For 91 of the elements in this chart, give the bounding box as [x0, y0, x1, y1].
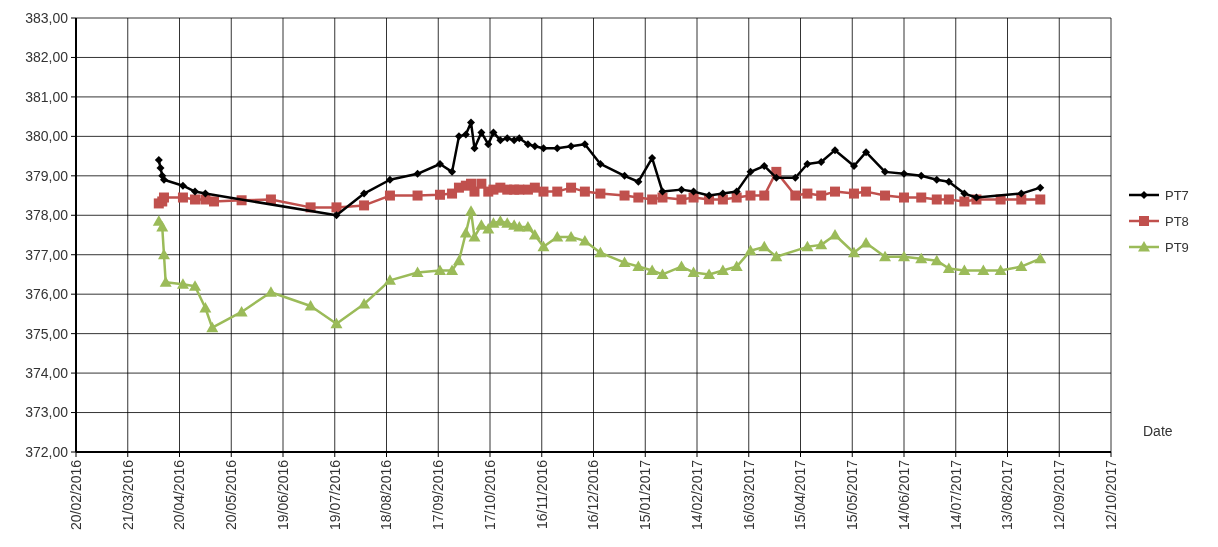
- legend-label: PT8: [1165, 213, 1189, 229]
- point: [677, 185, 686, 194]
- point: [831, 146, 839, 155]
- point: [360, 189, 369, 198]
- y-tick-label: 372,00: [25, 443, 69, 460]
- x-tick-label: 16/12/2016: [585, 459, 602, 531]
- point: [960, 189, 969, 198]
- point: [530, 142, 539, 151]
- point: [477, 128, 486, 137]
- point: [435, 159, 444, 168]
- point: [496, 136, 505, 145]
- x-tick-label: 18/08/2016: [378, 459, 395, 531]
- point: [332, 211, 341, 220]
- point: [567, 142, 576, 151]
- y-tick-label: 382,00: [25, 49, 69, 66]
- point: [862, 148, 871, 157]
- point: [917, 171, 926, 180]
- x-tick-label: 17/09/2016: [430, 459, 447, 531]
- x-tick-label: 20/02/2016: [67, 459, 84, 531]
- point: [413, 169, 422, 178]
- point: [620, 171, 629, 180]
- point: [705, 191, 714, 200]
- point: [732, 187, 741, 196]
- point: [849, 161, 858, 170]
- point: [553, 144, 562, 153]
- point: [515, 134, 524, 143]
- point: [817, 158, 826, 167]
- y-tick-label: 374,00: [25, 364, 69, 381]
- point: [539, 144, 548, 153]
- point: [760, 161, 769, 170]
- x-tick-label: 13/08/2017: [999, 459, 1016, 531]
- point: [467, 118, 476, 127]
- point: [596, 159, 605, 168]
- point: [510, 136, 519, 145]
- x-tick-label: 14/06/2017: [895, 459, 912, 531]
- point: [156, 163, 165, 172]
- y-tick-label: 381,00: [25, 88, 69, 105]
- x-tick-label: 17/10/2016: [481, 459, 498, 531]
- point: [944, 177, 953, 186]
- x-axis-title: Date: [1143, 423, 1173, 439]
- point: [791, 173, 800, 182]
- point: [178, 181, 187, 190]
- x-tick-label: 15/04/2017: [792, 459, 809, 531]
- point: [191, 187, 200, 196]
- legend-label: PT7: [1165, 187, 1189, 203]
- y-tick-label: 379,00: [25, 167, 69, 184]
- point: [503, 134, 512, 143]
- x-tick-label: 14/07/2017: [947, 459, 964, 531]
- point: [470, 144, 479, 153]
- x-tick-label: 20/04/2016: [171, 459, 188, 531]
- point: [881, 167, 890, 176]
- y-tick-label: 375,00: [25, 325, 69, 342]
- point: [461, 130, 470, 139]
- x-tick-label: 21/03/2016: [119, 459, 136, 531]
- y-tick-label: 378,00: [25, 207, 69, 224]
- point: [689, 187, 698, 196]
- point: [154, 156, 163, 165]
- point: [580, 140, 589, 149]
- point: [448, 167, 457, 176]
- x-tick-label: 16/03/2017: [740, 459, 757, 531]
- y-tick-label: 380,00: [25, 128, 69, 145]
- point: [746, 167, 755, 176]
- point: [484, 140, 493, 149]
- point: [900, 169, 908, 178]
- x-tick-label: 19/07/2016: [326, 459, 343, 531]
- y-tick-label: 377,00: [25, 246, 69, 263]
- point: [454, 132, 463, 141]
- x-tick-label: 20/05/2016: [223, 459, 240, 531]
- y-tick-label: 376,00: [25, 286, 69, 303]
- point: [201, 189, 210, 198]
- point: [1017, 189, 1026, 198]
- x-tick-label: 12/09/2017: [1051, 459, 1068, 531]
- point: [1036, 183, 1045, 192]
- x-tick-label: 12/10/2017: [1102, 459, 1119, 531]
- x-tick-label: 19/06/2016: [274, 459, 291, 531]
- point: [489, 128, 498, 137]
- legend-label: PT9: [1165, 239, 1189, 255]
- x-tick-label: 15/01/2017: [637, 459, 654, 531]
- y-tick-label: 373,00: [25, 404, 69, 421]
- point: [634, 177, 643, 186]
- point: [932, 175, 941, 184]
- point: [523, 140, 532, 149]
- point: [803, 159, 812, 168]
- y-tick-label: 383,00: [25, 9, 69, 26]
- point: [772, 173, 781, 182]
- x-tick-label: 15/05/2017: [844, 459, 861, 531]
- point: [658, 187, 667, 196]
- point: [385, 175, 394, 184]
- x-tick-label: 14/02/2017: [688, 459, 705, 531]
- point: [718, 189, 727, 198]
- x-tick-label: 16/11/2016: [533, 459, 550, 530]
